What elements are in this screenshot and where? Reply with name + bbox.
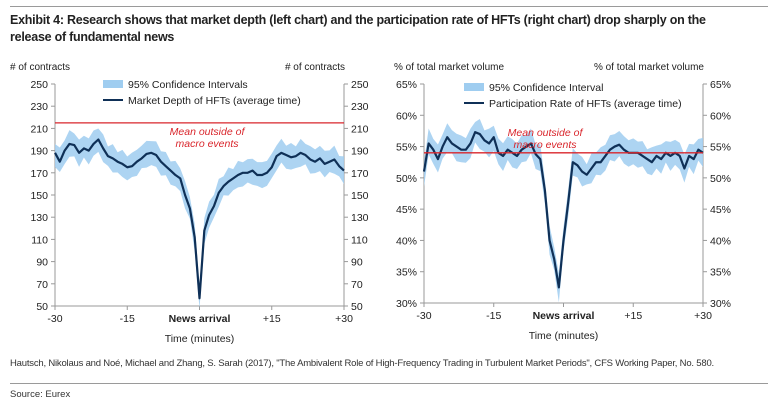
chart1-confidence-band [55,128,344,309]
chart1-y-tick-label-right: 210 [351,123,369,135]
chart1-legend-band-label: 95% Confidence Intervals [128,79,248,91]
chart2-x-tick-label: +15 [624,310,642,322]
chart2-y-tick-label-left: 60% [396,110,417,122]
chart1-y-tick-label-left: 50 [36,301,48,313]
chart1-y-tick-label-right: 50 [351,301,363,313]
chart2-y-tick-label-left: 35% [396,267,417,279]
chart2-y-tick-label-left: 65% [396,79,417,91]
chart2-y-tick-label-left: 50% [396,173,417,185]
chart2-y-tick-label-right: 55% [710,142,731,154]
chart2-legend-line-label: Participation Rate of HFTs (average time… [489,98,682,110]
chart2-y-tick-label-right: 50% [710,173,731,185]
chart2-y-tick-label-right: 45% [710,204,731,216]
chart2-x-axis-title: Time (minutes) [529,330,599,342]
chart1-x-tick-label: +15 [263,313,281,325]
chart2-y-tick-label-left: 30% [396,298,417,310]
chart2-x-tick-label: -15 [486,310,501,322]
chart1-y-tick-label-left: 250 [30,79,48,91]
chart1-y-tick-label-right: 190 [351,146,369,158]
chart2-y-tick-label-left: 40% [396,235,417,247]
chart1-mean-label-line2: macro events [175,138,239,150]
chart2-y-tick-label-left: 55% [396,142,417,154]
chart1-y-axis-title-right: # of contracts [285,62,345,73]
chart1-series-line [54,138,345,300]
chart1-x-tick-label: +30 [335,313,353,325]
chart1-y-tick-label-left: 90 [36,257,48,269]
chart2-legend-band-label: 95% Confidence Interval [489,82,603,94]
source-note: Source: Eurex [10,389,71,400]
chart2-x-tick-label: -30 [416,310,431,322]
chart1-y-tick-label-right: 230 [351,101,369,113]
chart2-x-tick-label: +30 [694,310,712,322]
chart2-y-tick-label-right: 35% [710,267,731,279]
chart1-y-tick-label-right: 170 [351,168,369,180]
chart1-y-axis-title-left: # of contracts [10,62,70,73]
chart1-y-tick-label-right: 90 [351,257,363,269]
chart2-confidence-band [424,119,703,303]
chart1-y-tick-label-right: 70 [351,279,363,291]
exhibit-title: Exhibit 4: Research shows that market de… [10,13,706,44]
chart1-y-tick-label-left: 130 [30,212,48,224]
chart2-mean-label-line2: macro events [513,139,577,151]
chart1-y-tick-label-right: 250 [351,79,369,91]
chart2-y-tick-label-right: 60% [710,110,731,122]
chart2-x-tick-label: News arrival [533,310,595,322]
chart1-y-tick-label-right: 110 [351,234,368,246]
chart1-legend-band-swatch [103,80,123,88]
chart2-y-axis-title-left: % of total market volume [394,62,504,73]
chart1-y-tick-label-left: 70 [36,279,48,291]
chart1-legend-line-label: Market Depth of HFTs (average time) [128,95,301,107]
chart2-legend-band-swatch [464,83,484,91]
chart1-mean-label-line1: Mean outside of [170,126,246,138]
chart2-y-tick-label-right: 30% [710,298,731,310]
chart1-x-tick-label: News arrival [169,313,231,325]
chart1-y-tick-label-left: 170 [30,168,48,180]
chart1-y-tick-label-right: 130 [351,212,369,224]
chart2-series-line [422,131,704,289]
chart2-y-tick-label-right: 65% [710,79,731,91]
chart1-x-axis-title: Time (minutes) [165,333,235,345]
chart1-x-tick-label: -15 [120,313,135,325]
citation: Hautsch, Nikolaus and Noé, Michael and Z… [10,358,714,369]
chart1-y-tick-label-right: 150 [351,190,369,202]
bottom-rule [10,383,768,384]
chart2-mean-label-line1: Mean outside of [508,127,584,139]
chart1-y-tick-label-left: 150 [30,190,48,202]
chart1-y-tick-label-left: 210 [30,123,48,135]
chart1-x-tick-label: -30 [47,313,62,325]
chart1-y-tick-label-left: 230 [30,101,48,113]
chart1-y-tick-label-left: 190 [30,146,48,158]
top-rule [10,6,768,7]
chart2-y-tick-label-right: 40% [710,235,731,247]
chart2-y-tick-label-left: 45% [396,204,417,216]
chart2-y-axis-title-right: % of total market volume [594,62,704,73]
chart1-y-tick-label-left: 110 [31,234,48,246]
